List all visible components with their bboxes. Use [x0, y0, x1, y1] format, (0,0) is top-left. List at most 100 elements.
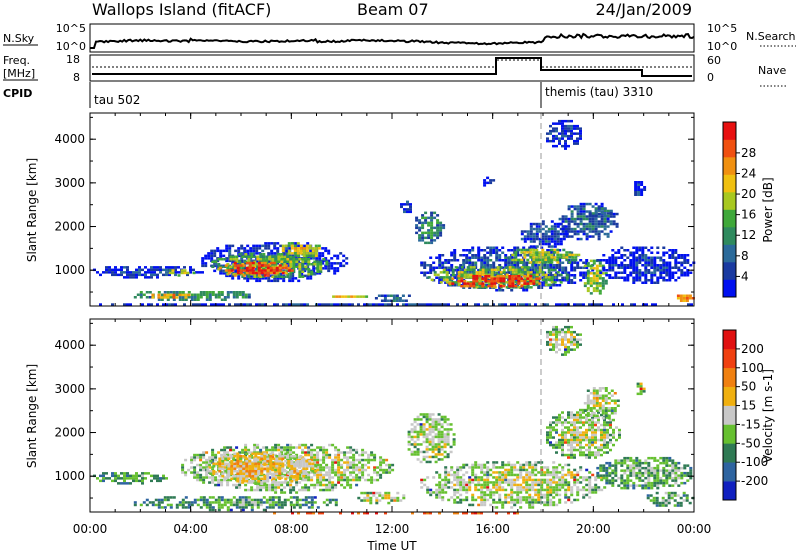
data-region-13	[637, 383, 646, 396]
y-tick-label: 1000	[54, 263, 85, 277]
nsky-label: N.Sky	[3, 32, 35, 45]
freq-tick-high: 18	[66, 53, 80, 66]
x-tick-label: 20:00	[576, 522, 611, 536]
data-region-6	[357, 492, 405, 505]
freq-unit: [MHz]	[3, 67, 35, 80]
power-colorbar-label: Power [dB]	[761, 177, 775, 242]
colorbar-cell	[723, 157, 736, 175]
colorbar-cell	[723, 262, 736, 280]
colorbar-cell	[723, 245, 736, 263]
colorbar-tick-label: -200	[741, 474, 768, 488]
y-tick-label: 4000	[54, 132, 85, 146]
colorbar-tick-label: 15	[741, 399, 756, 413]
colorbar-tick-label: 28	[741, 146, 756, 160]
y-tick-label: 1000	[54, 469, 85, 483]
data-region-2	[93, 472, 168, 485]
x-tick-label: 16:00	[475, 522, 510, 536]
colorbar-tick-label: 12	[741, 228, 756, 242]
x-tick-label: 00:00	[677, 522, 712, 536]
velocity-y-label: Slant Range [km]	[25, 364, 39, 468]
data-region-13	[400, 201, 412, 214]
colorbar-cell	[723, 406, 736, 425]
data-region-8	[420, 461, 606, 509]
y-tick-label: 4000	[54, 338, 85, 352]
colorbar-cell	[723, 210, 736, 228]
colorbar-cell	[723, 192, 736, 210]
data-region-18	[584, 260, 608, 295]
colorbar-cell	[723, 481, 736, 500]
nsearch-tick-low: 10^0	[707, 40, 737, 53]
colorbar-cell	[723, 349, 736, 368]
velocity-colorbar-label: Velocity [m s-1]	[761, 369, 775, 463]
colorbar-cell	[723, 387, 736, 406]
nsky-tick-high: 10^5	[56, 22, 86, 35]
colorbar-tick-label: 50	[741, 380, 756, 394]
data-region-25	[546, 120, 582, 150]
data-region-4	[181, 444, 394, 494]
freq-tick-low: 8	[73, 71, 80, 84]
y-tick-label: 2000	[54, 220, 85, 234]
x-tick-label: 04:00	[173, 522, 208, 536]
colorbar-tick-label: 8	[741, 249, 749, 263]
freq-label: Freq.	[3, 54, 30, 67]
cpid-segment-2: themis (tau) 3310	[545, 85, 653, 99]
data-region-12	[415, 212, 445, 245]
nsky-panel: N.Sky 10^5 10^0 10^5 10^0 N.Search	[3, 22, 796, 53]
data-region-24	[483, 177, 495, 187]
data-region-14	[546, 326, 582, 356]
x-tick-label: 08:00	[274, 522, 309, 536]
power-panel: 1000 2000 3000 4000 Slant Range [km]	[25, 113, 695, 306]
nave-line	[92, 60, 692, 67]
data-region-11	[375, 295, 411, 303]
data-region-23	[634, 181, 646, 196]
colorbar-cell	[723, 227, 736, 245]
colorbar-cell	[723, 424, 736, 443]
colorbar-tick-label: 4	[741, 269, 749, 283]
y-tick-label: 2000	[54, 426, 85, 440]
colorbar-tick-label: -15	[741, 417, 761, 431]
data-region-3	[134, 496, 338, 511]
nave-tick-low: 0	[707, 71, 714, 84]
nsearch-tick-high: 10^5	[707, 22, 737, 35]
colorbar-tick-label: 24	[741, 166, 756, 180]
data-region-12	[647, 492, 695, 507]
colorbar-cell	[723, 140, 736, 158]
y-tick-label: 3000	[54, 176, 85, 190]
nave-label: Nave	[758, 64, 786, 77]
colorbar-cell	[723, 330, 736, 349]
data-region-1	[99, 303, 693, 306]
data-region-19	[596, 247, 695, 285]
colorbar-tick-label: -50	[741, 436, 761, 450]
power-y-label: Slant Range [km]	[25, 158, 39, 262]
colorbar-tick-label: 20	[741, 187, 756, 201]
colorbar-cell	[723, 462, 736, 481]
nsky-line	[90, 34, 694, 48]
velocity-data	[93, 326, 695, 515]
cpid-label: CPID	[3, 87, 32, 100]
data-region-21	[559, 203, 619, 241]
nsearch-label: N.Search	[746, 30, 796, 43]
data-region-26	[677, 295, 695, 303]
date-label: 24/Jan/2009	[595, 0, 692, 19]
colorbar-cell	[723, 280, 736, 298]
cpid-row: CPID tau 502 themis (tau) 3310	[3, 82, 653, 108]
nsky-tick-low: 10^0	[56, 40, 86, 53]
beam-label: Beam 07	[357, 0, 429, 19]
data-region-7	[408, 413, 456, 463]
colorbar-cell	[723, 122, 736, 140]
velocity-panel: 1000 2000 3000 4000 Slant Range [km]	[25, 319, 695, 514]
data-region-11	[596, 457, 692, 490]
colorbar-cell	[723, 175, 736, 193]
colorbar-tick-label: 16	[741, 208, 756, 222]
power-data	[93, 120, 695, 306]
power-colorbar: 4 8 12 16 20 24 28 Power [dB]	[723, 122, 775, 297]
colorbar-tick-label: 200	[741, 342, 764, 356]
x-axis-label: Time UT	[366, 539, 417, 553]
plot-title: Wallops Island (fitACF)	[92, 0, 271, 19]
y-tick-label: 3000	[54, 382, 85, 396]
data-region-4	[134, 291, 251, 301]
colorbar-cell	[723, 368, 736, 387]
colorbar-cell	[723, 443, 736, 462]
